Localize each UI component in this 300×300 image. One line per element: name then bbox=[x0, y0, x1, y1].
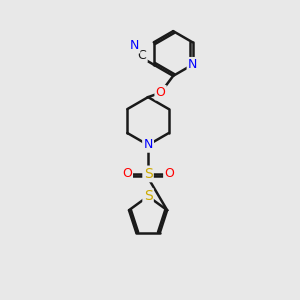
Text: N: N bbox=[143, 139, 153, 152]
Text: S: S bbox=[144, 189, 152, 203]
Text: S: S bbox=[144, 167, 152, 181]
Text: C: C bbox=[138, 49, 146, 62]
Text: O: O bbox=[156, 86, 166, 99]
Text: N: N bbox=[188, 58, 197, 71]
Text: O: O bbox=[122, 167, 132, 180]
Text: O: O bbox=[164, 167, 174, 180]
Text: N: N bbox=[130, 39, 139, 52]
